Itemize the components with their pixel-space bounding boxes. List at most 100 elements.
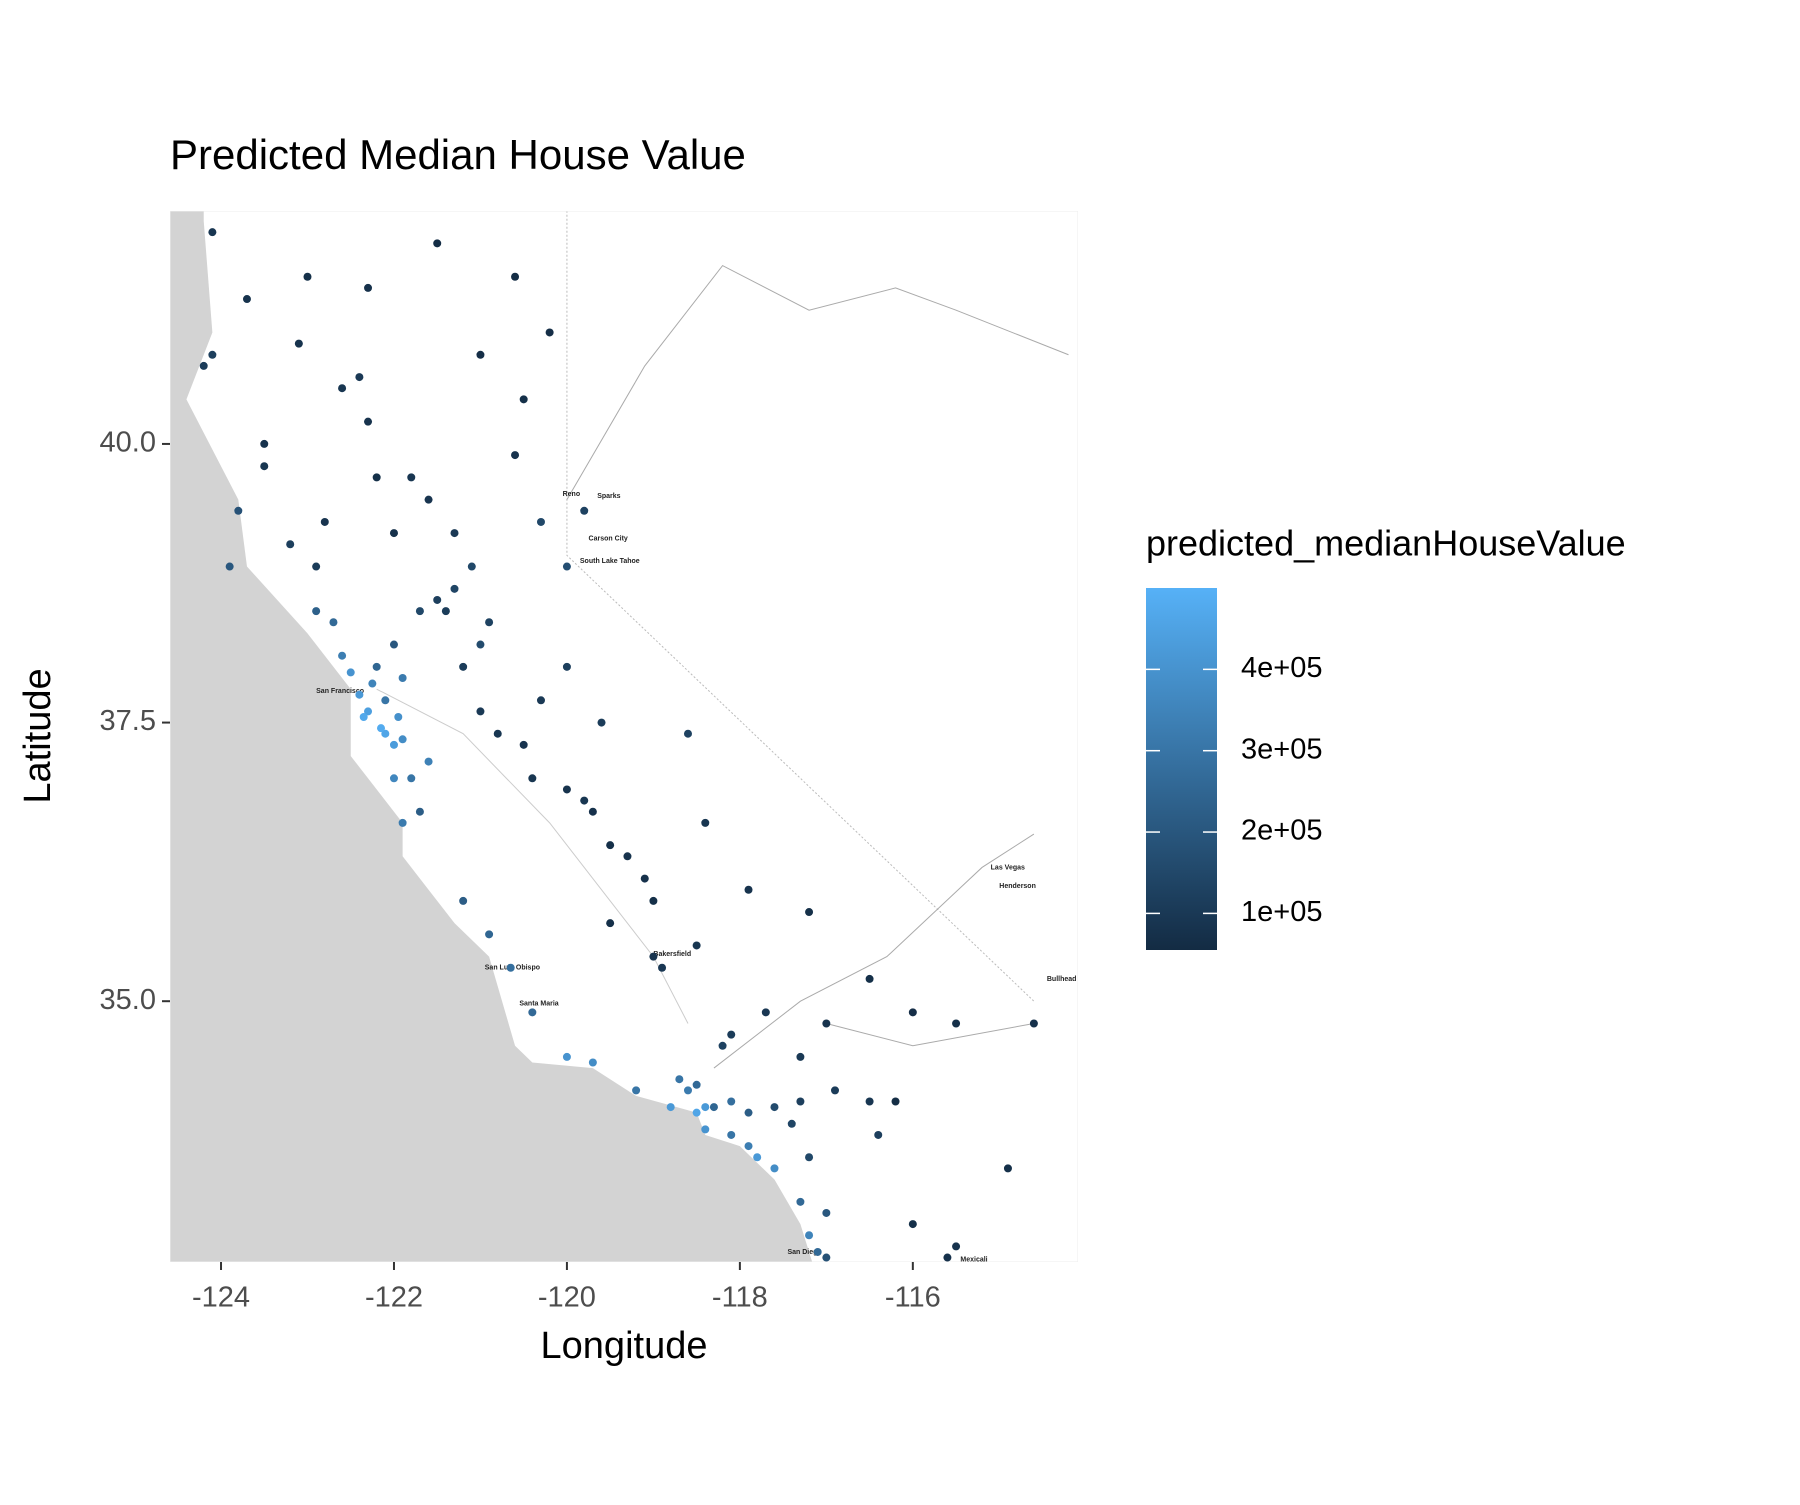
point bbox=[822, 1208, 831, 1217]
point bbox=[813, 1247, 822, 1256]
point bbox=[389, 640, 398, 649]
point bbox=[398, 673, 407, 682]
point bbox=[744, 885, 753, 894]
point bbox=[511, 272, 520, 281]
point bbox=[450, 584, 459, 593]
point bbox=[709, 1103, 718, 1112]
point bbox=[312, 562, 321, 571]
point bbox=[865, 1097, 874, 1106]
point bbox=[476, 640, 485, 649]
point bbox=[398, 818, 407, 827]
point bbox=[450, 529, 459, 538]
point bbox=[407, 473, 416, 482]
road bbox=[566, 264, 1069, 500]
point bbox=[891, 1097, 900, 1106]
y-tick-label: 35.0 bbox=[100, 984, 156, 1016]
x-tick-label: -122 bbox=[365, 1282, 423, 1314]
point bbox=[597, 718, 606, 727]
points bbox=[199, 228, 1038, 1262]
point bbox=[683, 729, 692, 738]
point bbox=[355, 690, 364, 699]
map-label: San Diego bbox=[787, 1249, 821, 1256]
point bbox=[355, 373, 364, 382]
point bbox=[381, 729, 390, 738]
point bbox=[394, 712, 403, 721]
point bbox=[770, 1103, 779, 1112]
state-border bbox=[566, 211, 1035, 1002]
point bbox=[831, 1086, 840, 1095]
road bbox=[376, 688, 689, 1024]
map-label: Mexicali bbox=[960, 1257, 987, 1264]
point bbox=[562, 785, 571, 794]
point bbox=[640, 874, 649, 883]
point bbox=[528, 1008, 537, 1017]
point bbox=[381, 696, 390, 705]
point bbox=[389, 774, 398, 783]
point bbox=[588, 1058, 597, 1067]
point bbox=[727, 1130, 736, 1139]
point bbox=[701, 1125, 710, 1134]
point bbox=[545, 328, 554, 337]
point bbox=[701, 818, 710, 827]
point bbox=[822, 1253, 831, 1262]
road bbox=[826, 1022, 1034, 1047]
point bbox=[199, 361, 208, 370]
point bbox=[225, 562, 234, 571]
chart-title: Predicted Median House Value bbox=[170, 131, 746, 178]
x-tick-label: -120 bbox=[538, 1282, 596, 1314]
point bbox=[692, 1080, 701, 1089]
y-tick-label: 37.5 bbox=[100, 705, 156, 737]
point bbox=[407, 774, 416, 783]
point bbox=[424, 757, 433, 766]
point bbox=[398, 735, 407, 744]
point bbox=[727, 1097, 736, 1106]
point bbox=[761, 1008, 770, 1017]
map-label: Santa Maria bbox=[519, 1000, 558, 1007]
point bbox=[796, 1197, 805, 1206]
point bbox=[796, 1052, 805, 1061]
point bbox=[805, 908, 814, 917]
point bbox=[242, 295, 251, 304]
point bbox=[536, 517, 545, 526]
map-label: Bullhead City bbox=[1047, 976, 1092, 983]
point bbox=[389, 529, 398, 538]
x-tick-label: -124 bbox=[192, 1282, 250, 1314]
point bbox=[580, 796, 589, 805]
point bbox=[822, 1019, 831, 1028]
point bbox=[377, 724, 386, 733]
point bbox=[433, 595, 442, 604]
point bbox=[865, 974, 874, 983]
legend-label: 1e+05 bbox=[1241, 896, 1322, 928]
point bbox=[415, 807, 424, 816]
point bbox=[805, 1231, 814, 1240]
point bbox=[372, 662, 381, 671]
point bbox=[260, 462, 269, 471]
point bbox=[338, 651, 347, 660]
point bbox=[346, 668, 355, 677]
point bbox=[485, 930, 494, 939]
map-label: Las Vegas bbox=[991, 864, 1025, 871]
point bbox=[1003, 1164, 1012, 1173]
point bbox=[208, 228, 217, 237]
point bbox=[433, 239, 442, 248]
point bbox=[338, 384, 347, 393]
point bbox=[908, 1220, 917, 1229]
point bbox=[364, 707, 373, 716]
point bbox=[359, 712, 368, 721]
map-label: Bakersfield bbox=[653, 951, 691, 958]
map-label: Henderson bbox=[999, 883, 1036, 890]
point bbox=[943, 1253, 952, 1262]
point bbox=[459, 896, 468, 905]
point bbox=[312, 607, 321, 616]
point bbox=[511, 451, 520, 460]
point bbox=[649, 952, 658, 961]
point bbox=[562, 662, 571, 671]
point bbox=[260, 439, 269, 448]
point bbox=[303, 272, 312, 281]
point bbox=[364, 417, 373, 426]
road bbox=[713, 833, 1035, 1069]
point bbox=[372, 473, 381, 482]
point bbox=[649, 896, 658, 905]
point bbox=[528, 774, 537, 783]
